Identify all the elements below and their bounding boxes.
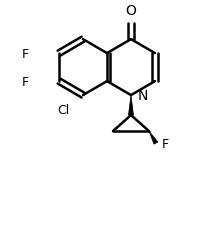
- Text: F: F: [22, 75, 29, 88]
- Text: F: F: [22, 47, 29, 60]
- Polygon shape: [129, 96, 134, 116]
- Polygon shape: [149, 131, 158, 145]
- Text: Cl: Cl: [57, 103, 69, 116]
- Text: N: N: [138, 89, 148, 103]
- Text: O: O: [126, 4, 136, 18]
- Text: F: F: [162, 137, 169, 150]
